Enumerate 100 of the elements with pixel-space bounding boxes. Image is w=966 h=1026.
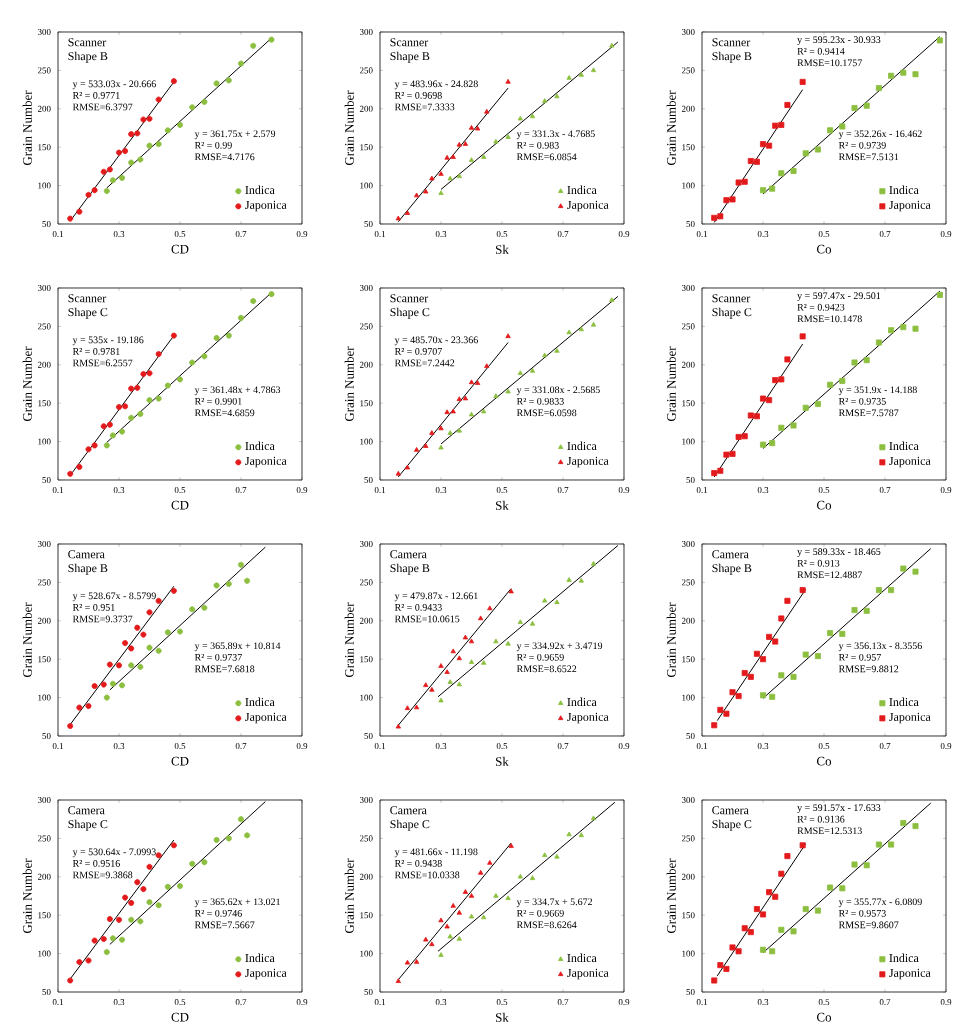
point: [119, 936, 126, 943]
point: [875, 587, 882, 594]
point: [116, 404, 122, 411]
point: [67, 470, 74, 477]
point: [802, 651, 809, 658]
point: [128, 414, 135, 421]
point: [128, 131, 135, 138]
point: [134, 384, 141, 391]
point: [711, 722, 718, 729]
point: [747, 673, 754, 680]
point: [711, 214, 718, 221]
point: [170, 587, 177, 594]
point: [753, 158, 760, 165]
point: [100, 936, 107, 942]
point: [772, 122, 779, 129]
point: [888, 841, 895, 848]
point: [140, 116, 147, 123]
point: [91, 937, 98, 944]
point: [778, 424, 785, 431]
point: [189, 359, 196, 366]
point: [863, 607, 870, 614]
point: [177, 121, 183, 128]
point: [128, 645, 135, 652]
point: [900, 69, 907, 76]
point: [729, 450, 736, 457]
point: [177, 883, 183, 890]
point: [91, 442, 98, 449]
point: [128, 899, 135, 906]
point: [213, 80, 220, 87]
point: [201, 353, 208, 360]
point: [100, 423, 107, 430]
point: [140, 631, 147, 638]
point: [900, 324, 907, 331]
point: [76, 704, 83, 711]
point: [735, 433, 742, 440]
point: [146, 899, 153, 906]
point: [799, 587, 806, 594]
point: [784, 853, 791, 860]
point: [146, 370, 153, 377]
point: [802, 906, 809, 913]
point: [134, 879, 141, 886]
point: [735, 693, 742, 700]
point: [213, 334, 220, 341]
point: [741, 433, 748, 440]
point: [769, 693, 776, 700]
point: [146, 609, 153, 616]
point: [106, 166, 113, 173]
point: [122, 894, 129, 901]
point: [912, 71, 919, 78]
point: [741, 670, 748, 677]
point: [250, 42, 257, 49]
point: [137, 918, 144, 925]
point: [67, 723, 74, 729]
point: [116, 149, 122, 156]
point: [875, 85, 882, 92]
point: [747, 929, 754, 936]
point: [155, 141, 162, 148]
point: [91, 187, 98, 194]
point: [778, 672, 785, 679]
point: [164, 127, 171, 134]
point: [760, 441, 766, 448]
point: [735, 948, 742, 955]
point: [717, 706, 724, 713]
point: [912, 325, 919, 332]
point: [146, 115, 153, 122]
point: [790, 422, 797, 429]
point: [67, 977, 74, 984]
point: [839, 885, 846, 892]
point: [827, 884, 834, 891]
point: [91, 683, 98, 690]
point: [106, 421, 113, 428]
point: [711, 977, 718, 984]
point: [936, 291, 943, 298]
point: [729, 689, 736, 696]
point: [122, 640, 129, 647]
point: [146, 397, 153, 404]
point: [799, 333, 806, 340]
point: [760, 911, 766, 918]
point: [772, 377, 779, 384]
point: [238, 60, 244, 67]
point: [189, 606, 196, 613]
point: [717, 467, 724, 474]
point: [912, 823, 919, 830]
point: [155, 597, 162, 604]
point: [155, 647, 162, 654]
point: [729, 196, 736, 203]
point: [723, 965, 730, 972]
point: [225, 835, 232, 842]
point: [851, 607, 858, 614]
point: [875, 339, 882, 346]
point: [851, 359, 858, 366]
point: [912, 568, 919, 575]
point: [814, 146, 821, 153]
point: [784, 356, 791, 363]
point: [936, 37, 943, 44]
point: [67, 215, 74, 222]
point: [146, 644, 153, 651]
point: [753, 650, 760, 657]
point: [238, 314, 244, 321]
point: [76, 208, 83, 215]
